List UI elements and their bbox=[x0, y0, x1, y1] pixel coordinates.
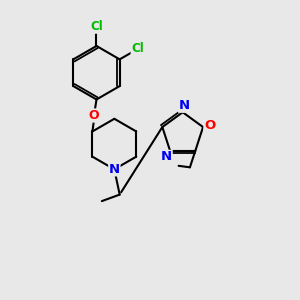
Text: Cl: Cl bbox=[131, 42, 144, 55]
Text: Cl: Cl bbox=[90, 20, 103, 33]
Text: O: O bbox=[204, 119, 215, 132]
Text: O: O bbox=[88, 109, 99, 122]
Text: N: N bbox=[161, 150, 172, 164]
Text: N: N bbox=[178, 99, 190, 112]
Text: N: N bbox=[109, 163, 120, 176]
